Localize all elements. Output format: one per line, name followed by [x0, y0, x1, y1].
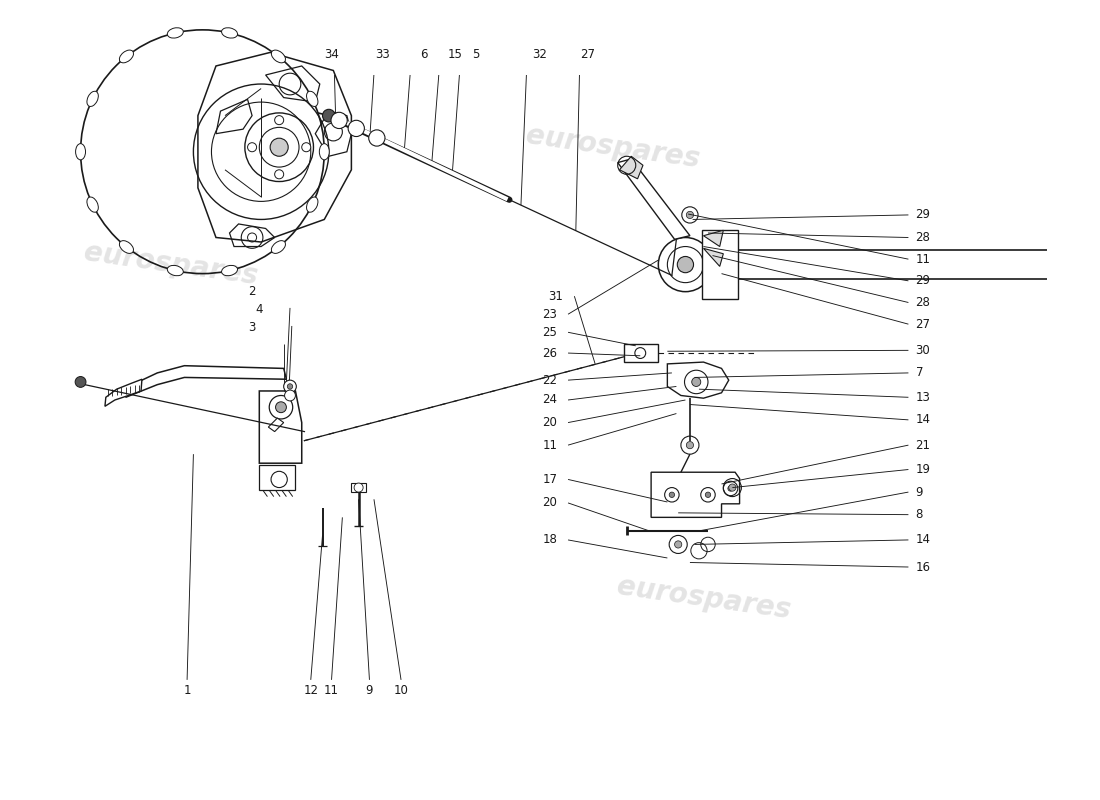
Polygon shape — [619, 156, 644, 179]
Ellipse shape — [76, 144, 86, 160]
Text: 27: 27 — [581, 49, 595, 62]
Ellipse shape — [272, 50, 286, 63]
Circle shape — [674, 541, 682, 548]
Text: 2: 2 — [249, 285, 256, 298]
Polygon shape — [125, 366, 286, 398]
Text: 28: 28 — [915, 231, 931, 244]
Text: 1: 1 — [184, 684, 190, 698]
Text: 7: 7 — [915, 366, 923, 379]
Circle shape — [348, 120, 364, 137]
Text: 11: 11 — [542, 438, 558, 452]
Text: 24: 24 — [542, 394, 558, 406]
Polygon shape — [702, 230, 738, 299]
Circle shape — [276, 402, 286, 413]
Polygon shape — [668, 362, 728, 398]
Text: 3: 3 — [249, 322, 256, 334]
Circle shape — [75, 377, 86, 387]
Polygon shape — [260, 465, 296, 490]
Text: 6: 6 — [420, 49, 428, 62]
Polygon shape — [351, 483, 366, 492]
Text: 21: 21 — [915, 438, 931, 452]
Text: 19: 19 — [915, 463, 931, 476]
Ellipse shape — [319, 144, 329, 160]
Polygon shape — [618, 159, 690, 239]
Text: 16: 16 — [915, 561, 931, 574]
Text: eurospares: eurospares — [525, 121, 702, 174]
Text: 10: 10 — [394, 684, 408, 698]
Circle shape — [692, 378, 701, 386]
Text: 33: 33 — [375, 49, 390, 62]
Text: 27: 27 — [915, 318, 931, 330]
Circle shape — [705, 492, 711, 498]
Ellipse shape — [167, 266, 184, 276]
Circle shape — [686, 442, 693, 449]
Ellipse shape — [221, 266, 238, 276]
Polygon shape — [268, 418, 284, 431]
Text: eurospares: eurospares — [82, 238, 260, 290]
Text: 4: 4 — [255, 303, 263, 316]
Text: 12: 12 — [304, 684, 318, 698]
Text: 20: 20 — [542, 416, 558, 429]
Circle shape — [275, 116, 284, 125]
Text: 29: 29 — [915, 274, 931, 287]
Circle shape — [287, 384, 293, 389]
Circle shape — [271, 138, 288, 156]
Text: 20: 20 — [542, 497, 558, 510]
Polygon shape — [260, 391, 301, 463]
Ellipse shape — [87, 197, 98, 212]
Ellipse shape — [307, 197, 318, 212]
Circle shape — [354, 483, 363, 492]
Polygon shape — [104, 379, 142, 406]
Ellipse shape — [120, 241, 133, 254]
Text: 25: 25 — [542, 326, 558, 338]
Circle shape — [678, 257, 693, 273]
Circle shape — [301, 142, 311, 152]
Text: 14: 14 — [915, 414, 931, 426]
Circle shape — [322, 110, 335, 122]
Text: 34: 34 — [324, 49, 339, 62]
Circle shape — [275, 170, 284, 179]
Ellipse shape — [87, 91, 98, 106]
Circle shape — [285, 390, 296, 401]
Text: 32: 32 — [531, 49, 547, 62]
Text: 5: 5 — [472, 49, 480, 62]
Circle shape — [669, 492, 674, 498]
Text: 22: 22 — [542, 374, 558, 386]
Circle shape — [248, 142, 256, 152]
Text: 17: 17 — [542, 473, 558, 486]
Ellipse shape — [120, 50, 133, 63]
Circle shape — [368, 130, 385, 146]
Text: 9: 9 — [365, 684, 373, 698]
Text: 14: 14 — [915, 534, 931, 546]
Ellipse shape — [272, 241, 286, 254]
Text: eurospares: eurospares — [615, 573, 792, 625]
Text: 8: 8 — [915, 508, 923, 521]
Text: 13: 13 — [915, 390, 931, 404]
Ellipse shape — [221, 28, 238, 38]
Circle shape — [728, 486, 734, 491]
Text: 11: 11 — [324, 684, 339, 698]
Circle shape — [284, 380, 296, 393]
Text: 18: 18 — [542, 534, 558, 546]
Text: 11: 11 — [915, 253, 931, 266]
Text: 28: 28 — [915, 296, 931, 309]
Polygon shape — [704, 230, 724, 246]
Ellipse shape — [167, 28, 184, 38]
Text: 31: 31 — [549, 290, 563, 302]
Text: 9: 9 — [915, 486, 923, 498]
Ellipse shape — [307, 91, 318, 106]
Text: 29: 29 — [915, 209, 931, 222]
Circle shape — [728, 484, 736, 491]
Circle shape — [331, 112, 348, 129]
Text: 30: 30 — [915, 344, 931, 357]
Text: 23: 23 — [542, 308, 558, 321]
Polygon shape — [624, 344, 658, 362]
Text: 26: 26 — [542, 346, 558, 359]
Polygon shape — [651, 472, 739, 518]
Polygon shape — [704, 248, 724, 266]
Circle shape — [686, 211, 693, 218]
Text: 15: 15 — [448, 49, 463, 62]
